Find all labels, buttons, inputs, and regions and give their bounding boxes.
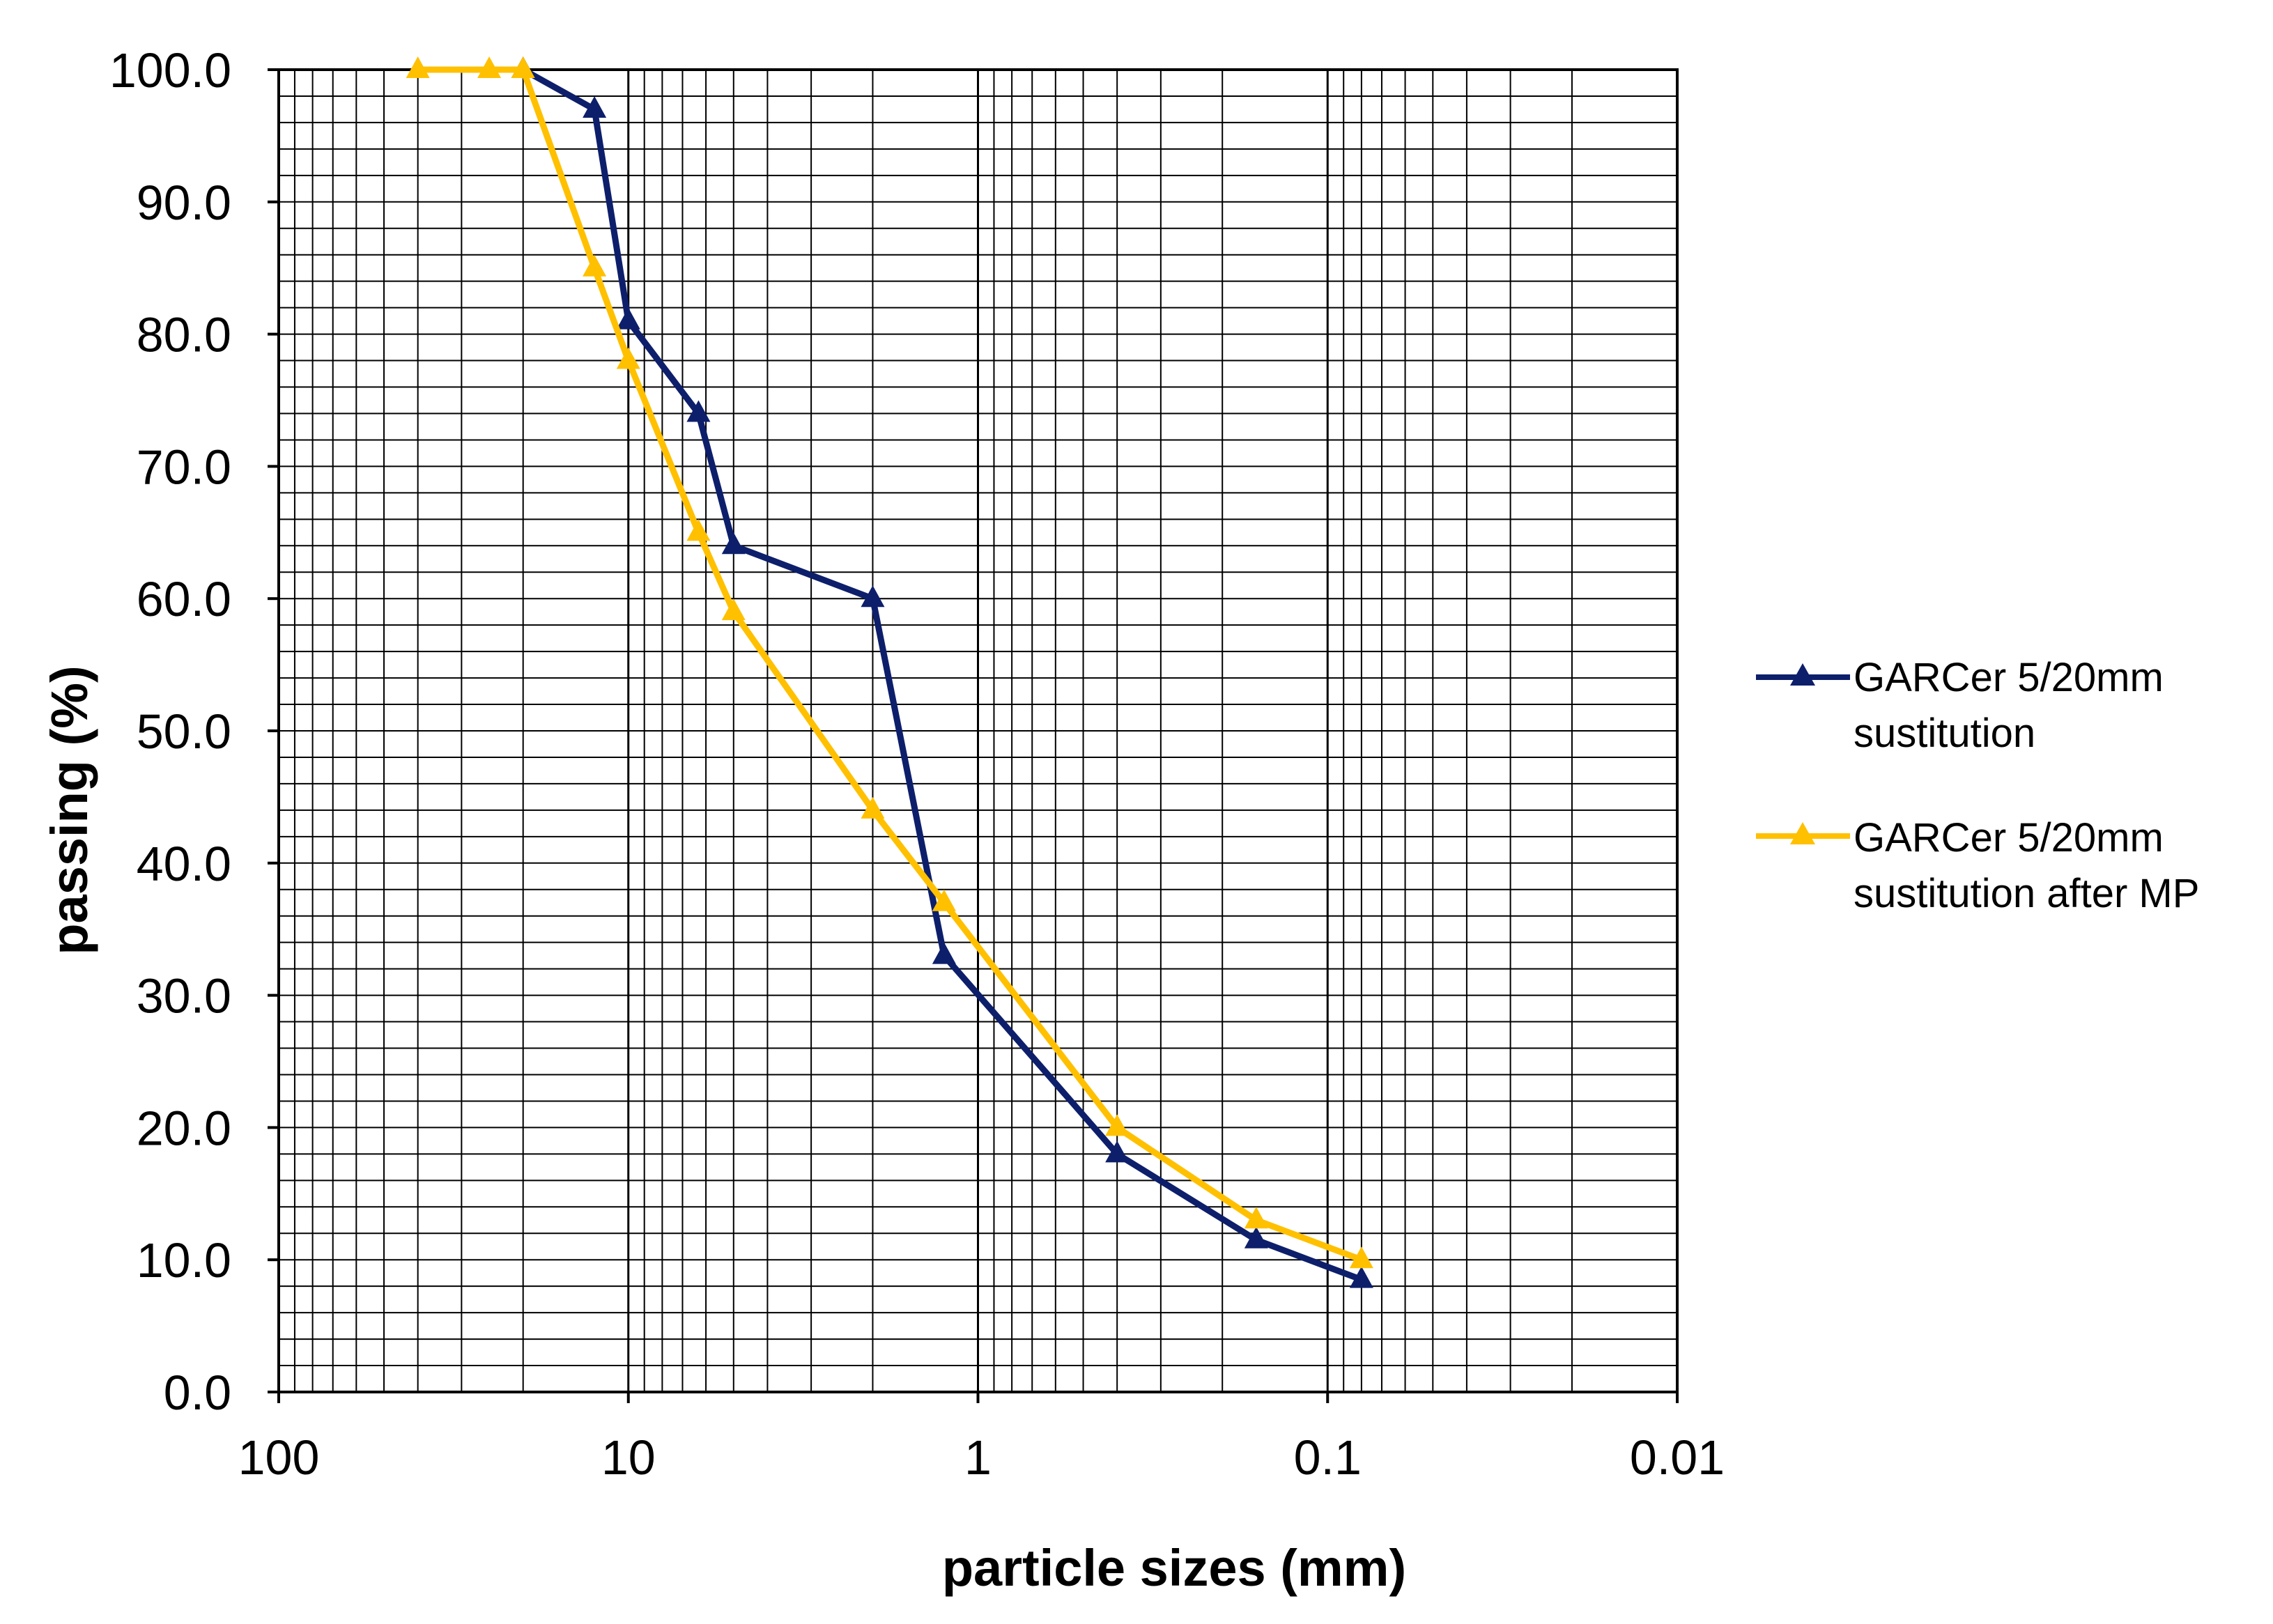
x-tick-label: 100 xyxy=(238,1430,320,1485)
legend: GARCer 5/20mm sustitution GARCer 5/20mm … xyxy=(1756,655,2199,916)
series-layer xyxy=(406,56,1373,1288)
y-tick-label: 100.0 xyxy=(109,43,231,98)
legend-entry-series-1: GARCer 5/20mm sustitution xyxy=(1756,655,2164,756)
x-tick-label: 0.01 xyxy=(1630,1430,1725,1485)
data-point xyxy=(583,254,607,277)
y-tick-label: 60.0 xyxy=(137,572,231,626)
data-point xyxy=(686,400,711,422)
legend-label-series-2-line-2: sustitution after MP xyxy=(1854,871,2199,916)
data-point xyxy=(1349,1266,1373,1288)
y-tick-label: 20.0 xyxy=(137,1101,231,1155)
data-point xyxy=(721,532,746,555)
series-1 xyxy=(511,56,1373,1288)
legend-marker-series-2 xyxy=(1790,822,1815,844)
legend-label-series-1-line-1: GARCer 5/20mm xyxy=(1854,655,2164,700)
y-tick-label: 30.0 xyxy=(137,969,231,1023)
y-tick-label: 50.0 xyxy=(137,704,231,759)
x-tick-label: 1 xyxy=(964,1430,992,1485)
legend-entry-series-2: GARCer 5/20mm sustitution after MP xyxy=(1756,815,2199,916)
data-point xyxy=(932,942,956,964)
x-tick-label: 0.1 xyxy=(1294,1430,1362,1485)
data-point xyxy=(1105,1114,1130,1136)
legend-marker-series-1 xyxy=(1790,663,1815,686)
data-point xyxy=(721,598,746,621)
y-axis-title: passing (%) xyxy=(40,665,98,954)
y-tick-label: 90.0 xyxy=(137,176,231,230)
data-point xyxy=(616,347,640,369)
y-tick-label: 10.0 xyxy=(137,1233,231,1287)
data-point xyxy=(477,56,502,78)
plot-grid xyxy=(279,69,1679,1393)
data-point xyxy=(1105,1140,1130,1163)
data-point xyxy=(861,796,885,819)
data-point xyxy=(1244,1226,1268,1248)
data-point xyxy=(932,889,956,911)
y-tick-label: 40.0 xyxy=(137,837,231,891)
data-point xyxy=(616,307,640,330)
data-point xyxy=(511,56,535,78)
series-line xyxy=(521,67,1363,1283)
y-tick-label: 80.0 xyxy=(137,308,231,362)
series-line xyxy=(417,66,1363,1263)
y-tick-label: 70.0 xyxy=(137,440,231,494)
x-axis-title: particle sizes (mm) xyxy=(942,1539,1406,1597)
series-2 xyxy=(406,56,1373,1269)
y-tick-label: 0.0 xyxy=(164,1366,231,1420)
legend-label-series-2-line-1: GARCer 5/20mm xyxy=(1854,815,2164,860)
x-axis-ticks: 100 10 1 0.1 0.01 xyxy=(238,1392,1725,1485)
y-axis-ticks: 0.0 10.0 20.0 30.0 40.0 50.0 60.0 70.0 80.0 90.0 1… xyxy=(109,43,279,1420)
data-point xyxy=(686,519,711,541)
legend-label-series-1-line-2: sustitution xyxy=(1854,711,2035,756)
x-tick-label: 10 xyxy=(601,1430,656,1485)
data-point xyxy=(1349,1246,1373,1269)
data-point xyxy=(406,56,430,78)
data-point xyxy=(1244,1207,1268,1229)
data-point xyxy=(583,95,607,118)
data-point xyxy=(861,585,885,608)
